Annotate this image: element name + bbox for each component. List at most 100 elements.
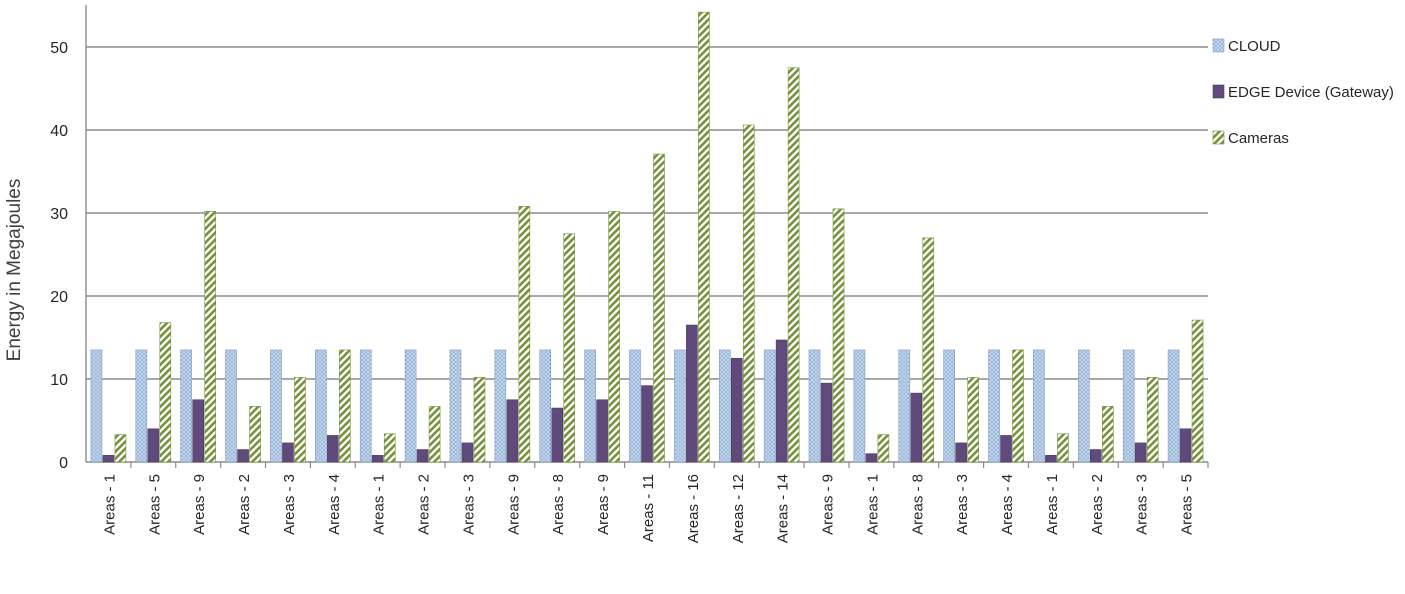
bar-cameras: [428, 406, 441, 463]
bar-edge-device: [237, 449, 249, 463]
bar-cameras: [159, 322, 172, 463]
bar-cloud: [315, 349, 327, 463]
gridlines: [86, 46, 1208, 380]
legend-label: CLOUD: [1228, 38, 1281, 55]
x-tick-label: Areas - 3: [954, 474, 971, 535]
bar-cameras: [1146, 377, 1159, 463]
x-tick-label: Areas - 1: [371, 474, 388, 535]
bar-cameras: [832, 208, 845, 463]
bar-edge-device: [1045, 455, 1057, 463]
x-tick-label: Areas - 3: [281, 474, 298, 535]
bar-cameras: [339, 349, 351, 463]
bar-cameras: [608, 211, 620, 463]
bar-cloud: [943, 349, 955, 463]
x-tick-label: Areas - 16: [685, 474, 702, 543]
bar-cloud: [988, 349, 1000, 463]
bar-cloud: [180, 349, 192, 463]
x-tick-label: Areas - 3: [460, 474, 477, 535]
bar-cameras: [563, 233, 576, 463]
bar-cameras: [1102, 406, 1114, 463]
x-tick-label: Areas - 2: [236, 474, 253, 535]
x-tick-label: Areas - 8: [909, 474, 926, 535]
bar-cameras: [204, 211, 216, 463]
bar-edge-device: [282, 442, 294, 463]
bar-edge-device: [596, 399, 608, 463]
bar-edge-device: [1000, 435, 1012, 463]
bar-cloud: [1167, 349, 1180, 463]
y-axis-label: Energy in Megajoules: [4, 179, 25, 362]
bar-edge-device: [1134, 442, 1147, 463]
bar-cameras: [1012, 349, 1024, 463]
legend-swatch: [1212, 38, 1225, 53]
x-tick-label: Areas - 5: [146, 474, 163, 535]
bar-cloud: [808, 349, 821, 463]
legend-swatch: [1212, 84, 1225, 99]
bar-edge-device: [416, 449, 429, 463]
bar-cloud: [449, 349, 462, 463]
x-tick-label: Areas - 1: [1044, 474, 1061, 535]
x-tick-label: Areas - 2: [416, 474, 433, 535]
bar-cameras: [742, 124, 755, 463]
bar-cameras: [518, 206, 531, 463]
bar-cloud: [674, 349, 686, 463]
x-tick-label: Areas - 9: [191, 474, 208, 535]
x-tick-label: Areas - 14: [775, 474, 792, 543]
bar-edge-device: [551, 407, 564, 463]
x-tick-label: Areas - 11: [640, 474, 657, 542]
bar-cameras: [114, 434, 127, 463]
bar-cameras: [698, 11, 710, 463]
x-tick-label: Areas - 9: [505, 474, 522, 535]
y-tick-label: 40: [50, 123, 68, 140]
x-tick-labels: Areas - 1 Areas - 5 Areas - 9 Areas - 2 Area…: [101, 474, 1195, 543]
bar-edge-device: [820, 382, 833, 463]
x-tick-label: Areas - 4: [326, 474, 343, 535]
y-tick-label: 20: [50, 289, 68, 306]
bar-cloud: [270, 349, 282, 463]
y-tick-label: 30: [50, 206, 68, 223]
bar-edge-device: [102, 455, 115, 463]
x-tick-label: Areas - 9: [595, 474, 612, 535]
bar-edge-device: [461, 442, 474, 463]
bar-cameras: [249, 406, 261, 463]
bar-cloud: [898, 349, 911, 463]
bar-cloud: [90, 349, 103, 463]
bar-cameras: [967, 377, 979, 463]
x-tick-label: Areas - 1: [864, 474, 881, 535]
bars: [90, 11, 1204, 463]
x-tick-label: Areas - 12: [730, 474, 747, 543]
bar-cloud: [584, 349, 596, 463]
bar-cameras: [1191, 319, 1204, 463]
bar-cloud: [1033, 349, 1045, 463]
bar-edge-device: [1179, 428, 1192, 463]
bar-cloud: [135, 349, 148, 463]
bar-cameras: [383, 433, 396, 463]
bar-cloud: [225, 349, 237, 463]
x-tick-label: Areas - 1: [101, 474, 118, 535]
legend-label: Cameras: [1228, 130, 1289, 147]
bar-cloud: [404, 349, 417, 463]
bar-edge-device: [327, 435, 339, 463]
x-tick-label: Areas - 3: [1134, 474, 1151, 535]
bar-edge-device: [955, 442, 967, 463]
x-tick-label: Areas - 4: [999, 474, 1016, 535]
y-tick-label: 10: [50, 372, 68, 389]
bar-edge-device: [775, 339, 788, 463]
bar-cloud: [718, 349, 731, 463]
legend-label: EDGE Device (Gateway): [1228, 84, 1394, 101]
bar-cameras: [922, 237, 935, 463]
bar-cloud: [359, 349, 372, 463]
bar-edge-device: [641, 385, 653, 463]
x-tick-label: Areas - 8: [550, 474, 567, 535]
bar-cameras: [1057, 433, 1069, 463]
legend-swatch: [1212, 130, 1225, 145]
bar-cameras: [473, 377, 486, 463]
bar-edge-device: [865, 453, 878, 463]
bar-cloud: [763, 349, 776, 463]
bar-cloud: [853, 349, 866, 463]
bar-edge-device: [192, 399, 204, 463]
bar-cameras: [294, 377, 306, 463]
bar-cloud: [1122, 349, 1135, 463]
bar-edge-device: [686, 324, 698, 463]
